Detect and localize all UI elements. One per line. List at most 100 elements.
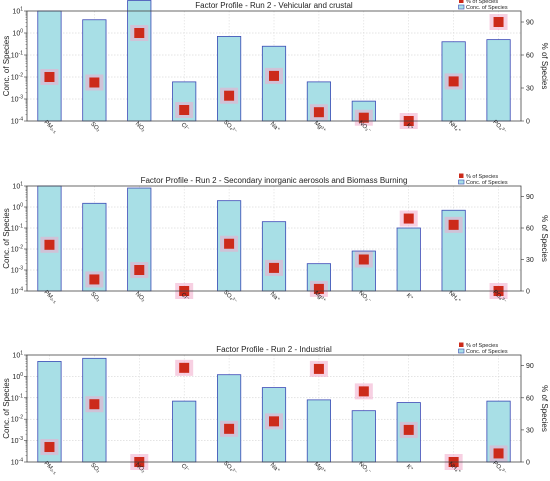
category-label: SO₄²⁻ xyxy=(222,119,238,135)
y-tick-label: 10-3 xyxy=(11,266,23,275)
marker-2 xyxy=(89,77,100,88)
marker-6 xyxy=(269,262,279,273)
chart-panel-2: Factor Profile - Run 2 - Secondary inorg… xyxy=(2,173,549,306)
category-label: NH₄⁺ xyxy=(447,119,462,134)
y-tick-label: 10-2 xyxy=(11,245,23,254)
bar-5 xyxy=(217,36,242,122)
y-tick-label: 101 xyxy=(12,182,23,191)
y-axis-title: Conc. of Species xyxy=(2,208,11,268)
marker-10 xyxy=(448,219,459,230)
category-label: SO₂ xyxy=(89,462,101,474)
category-label: NO₃⁻ xyxy=(357,290,372,305)
legend-label: % of Species xyxy=(466,0,498,5)
chart-title: Factor Profile - Run 2 - Industrial xyxy=(216,345,332,354)
category-label: NO₂ xyxy=(134,121,147,134)
category-label: NH₄⁺ xyxy=(447,289,462,304)
legend-marker-swatch xyxy=(459,173,464,178)
marker-4 xyxy=(179,362,190,373)
category-label: PM₂.₅ xyxy=(43,290,59,306)
plot-frame xyxy=(26,354,522,463)
category-label: Mg²⁺ xyxy=(313,461,327,475)
category-label: Mg²⁺ xyxy=(313,120,327,134)
marker-9 xyxy=(403,424,414,435)
legend-bar-swatch xyxy=(458,4,465,10)
y-tick-label: 10-1 xyxy=(11,51,23,60)
marker-6 xyxy=(269,416,279,427)
category-label: Cl⁻ xyxy=(180,292,190,302)
marker-1 xyxy=(44,239,55,250)
category-label: PO₄³⁻ xyxy=(491,460,507,476)
legend-bar-swatch xyxy=(458,179,465,185)
marker-11 xyxy=(493,17,504,27)
marker-2 xyxy=(89,274,100,285)
marker-2 xyxy=(89,399,100,410)
legend-label: Conc. of Species xyxy=(466,349,508,355)
y-tick-label: 10-2 xyxy=(11,73,23,82)
marker-8 xyxy=(358,254,369,265)
category-label: PM₂.₅ xyxy=(43,120,59,136)
legend-bar-swatch xyxy=(458,348,465,354)
y-tick-label: 10-1 xyxy=(11,224,23,233)
category-label: Cl⁻ xyxy=(180,463,190,473)
legend-marker-swatch xyxy=(459,342,464,347)
legend-label: % of Species xyxy=(466,174,498,180)
marker-1 xyxy=(44,442,55,453)
y2-tick-label: 0 xyxy=(526,119,530,126)
chart-panel-1: Factor Profile - Run 2 - Vehicular and c… xyxy=(2,0,549,135)
marker-7 xyxy=(313,283,324,294)
y2-tick-label: 90 xyxy=(526,194,534,201)
y2-tick-label: 30 xyxy=(526,86,534,93)
marker-7 xyxy=(313,107,324,118)
category-label: SO₄²⁻ xyxy=(222,289,238,305)
y2-tick-label: 30 xyxy=(526,427,534,434)
marker-5 xyxy=(224,238,235,249)
bar-9 xyxy=(396,227,421,292)
bar-6 xyxy=(261,221,287,292)
marker-5 xyxy=(224,90,235,101)
plot-frame xyxy=(26,185,522,292)
chart-title: Factor Profile - Run 2 - Vehicular and c… xyxy=(195,1,353,10)
bar-3 xyxy=(127,0,152,122)
bar-8 xyxy=(351,410,376,463)
bar-11 xyxy=(486,39,511,122)
marker-7 xyxy=(313,363,324,374)
marker-8 xyxy=(358,112,369,123)
category-label: K⁺ xyxy=(405,122,415,132)
category-label: NO₃⁻ xyxy=(357,461,372,476)
legend-label: Conc. of Species xyxy=(466,5,508,11)
category-label: PO₄³⁻ xyxy=(491,119,507,135)
y-axis-title: Conc. of Species xyxy=(2,378,11,438)
category-label: SO₄²⁻ xyxy=(222,460,238,476)
category-label: K⁺ xyxy=(405,463,415,473)
marker-5 xyxy=(224,423,235,434)
category-label: SO₂ xyxy=(89,291,101,303)
category-label: K⁺ xyxy=(405,292,415,302)
y-tick-label: 100 xyxy=(12,372,23,381)
category-label: PM₂.₅ xyxy=(43,461,59,477)
y2-axis-title: % of Species xyxy=(540,385,549,432)
y2-tick-label: 30 xyxy=(526,257,534,264)
chart-title: Factor Profile - Run 2 - Secondary inorg… xyxy=(141,176,408,185)
legend-label: Conc. of Species xyxy=(466,180,508,186)
marker-11 xyxy=(493,448,504,459)
bar-4 xyxy=(172,400,197,463)
y-tick-label: 100 xyxy=(12,203,23,212)
y-tick-label: 10-1 xyxy=(11,393,23,402)
marker-1 xyxy=(44,72,55,82)
plot-frame xyxy=(26,10,522,122)
y-tick-label: 101 xyxy=(12,7,23,16)
marker-10 xyxy=(448,76,459,87)
category-label: Na⁺ xyxy=(269,121,282,134)
y-tick-label: 100 xyxy=(12,29,23,38)
marker-9 xyxy=(403,213,414,224)
y2-tick-label: 0 xyxy=(526,460,530,467)
bar-1 xyxy=(37,10,62,122)
y2-tick-label: 60 xyxy=(526,53,534,60)
category-label: Cl⁻ xyxy=(180,122,190,132)
y2-tick-label: 60 xyxy=(526,226,534,233)
y-tick-label: 10-3 xyxy=(11,95,23,104)
